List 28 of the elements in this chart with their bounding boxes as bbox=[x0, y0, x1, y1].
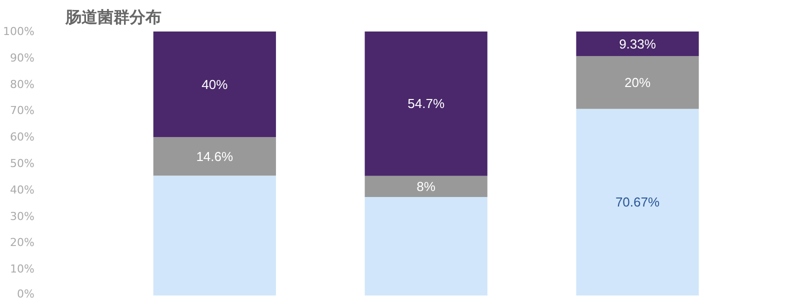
y-tick-label: 80% bbox=[10, 78, 35, 91]
bar bbox=[153, 137, 276, 176]
y-tick-label: 90% bbox=[10, 51, 35, 64]
data-label: 8% bbox=[416, 178, 436, 194]
y-tick-label: 60% bbox=[10, 130, 35, 144]
data-label: 40% bbox=[202, 76, 228, 92]
bar bbox=[576, 32, 699, 56]
data-label: 70.67% bbox=[615, 194, 660, 210]
data-label: 9.33% bbox=[619, 36, 656, 52]
y-tick-label: 100% bbox=[3, 25, 35, 38]
y-tick-label: 70% bbox=[10, 104, 35, 118]
chart-title: 肠道菌群分布 bbox=[64, 8, 162, 26]
y-tick-label: 30% bbox=[10, 210, 35, 223]
y-tick-label: 0% bbox=[17, 288, 34, 300]
y-tick-label: 20% bbox=[10, 236, 35, 250]
y-tick-label: 50% bbox=[10, 157, 35, 170]
data-label: 54.7% bbox=[408, 96, 445, 112]
bar bbox=[364, 197, 488, 296]
bar bbox=[576, 108, 699, 296]
bar bbox=[153, 32, 276, 138]
bar bbox=[576, 56, 699, 109]
bar bbox=[364, 176, 488, 198]
data-label: 20% bbox=[624, 75, 651, 90]
y-tick-label: 40% bbox=[10, 183, 35, 196]
bar bbox=[364, 32, 488, 176]
data-label: 14.6% bbox=[196, 148, 234, 164]
y-tick-label: 10% bbox=[10, 262, 35, 276]
bar bbox=[153, 176, 276, 296]
